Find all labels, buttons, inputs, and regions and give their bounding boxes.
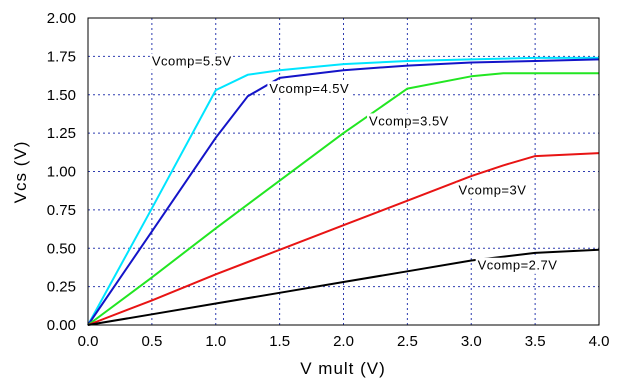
series-label-background [367, 113, 451, 130]
x-tick-label: 0.0 [78, 333, 99, 350]
x-tick-label: 2.0 [333, 333, 354, 350]
series-label: Vcomp=3.5V [369, 113, 449, 128]
y-tick-label: 1.75 [47, 48, 76, 65]
series-label: Vcomp=4.5V [269, 81, 349, 96]
plot-frame [87, 17, 600, 326]
series-label-background [475, 257, 559, 274]
y-tick-label: 0.25 [47, 279, 76, 296]
y-tick-label: 1.25 [47, 125, 76, 142]
y-axis-title: Vcs (V) [11, 141, 30, 204]
series-line [87, 152, 600, 326]
series-label-background [456, 182, 523, 199]
series-line [87, 56, 599, 326]
x-tick-label: 3.0 [461, 333, 482, 350]
series-line [87, 248, 600, 326]
y-tick-label: 0.75 [47, 202, 76, 219]
series-label-background [149, 53, 233, 70]
series-label: Vcomp=3V [458, 183, 526, 198]
y-tick-label: 0.00 [47, 317, 76, 334]
x-axis-title: V mult (V) [300, 359, 386, 378]
series-group [87, 56, 600, 326]
y-tick-label: 2.00 [47, 10, 76, 27]
x-tick-label: 2.5 [397, 333, 418, 350]
series-line [87, 58, 600, 326]
x-tick-label: 1.5 [269, 333, 290, 350]
series-label: Vcomp=2.7V [478, 258, 558, 273]
tick-labels: 0.0 0.5 1.0 1.5 2.0 2.5 3.0 3.5 4.0 0.00 0.25 0.50 0… [47, 10, 610, 350]
x-tick-label: 3.5 [525, 333, 546, 350]
x-tick-label: 4.0 [589, 333, 610, 350]
y-tick-label: 1.50 [47, 87, 76, 104]
series-line [87, 72, 599, 326]
y-tick-label: 0.50 [47, 240, 76, 257]
x-tick-label: 0.5 [141, 333, 162, 350]
y-tick-label: 1.00 [47, 164, 76, 181]
series-label: Vcomp=5.5V [152, 54, 232, 69]
series-label-background [267, 81, 351, 98]
series-labels: Vcomp=5.5V Vcomp=4.5V Vcomp=3.5V Vcomp=3V Vc… [149, 53, 559, 274]
x-tick-label: 1.0 [205, 333, 226, 350]
